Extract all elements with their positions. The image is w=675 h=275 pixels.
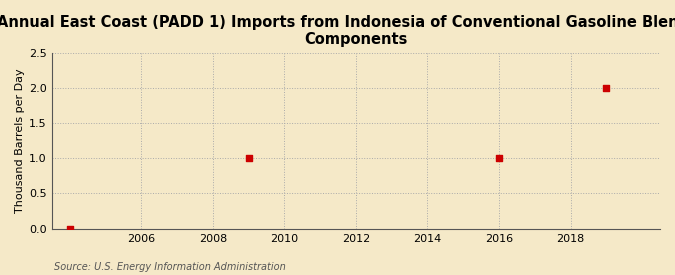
Text: Source: U.S. Energy Information Administration: Source: U.S. Energy Information Administ… xyxy=(54,262,286,272)
Point xyxy=(493,156,504,161)
Y-axis label: Thousand Barrels per Day: Thousand Barrels per Day xyxy=(15,68,25,213)
Point xyxy=(243,156,254,161)
Point xyxy=(64,226,75,231)
Point xyxy=(601,86,612,90)
Title: Annual East Coast (PADD 1) Imports from Indonesia of Conventional Gasoline Blend: Annual East Coast (PADD 1) Imports from … xyxy=(0,15,675,47)
